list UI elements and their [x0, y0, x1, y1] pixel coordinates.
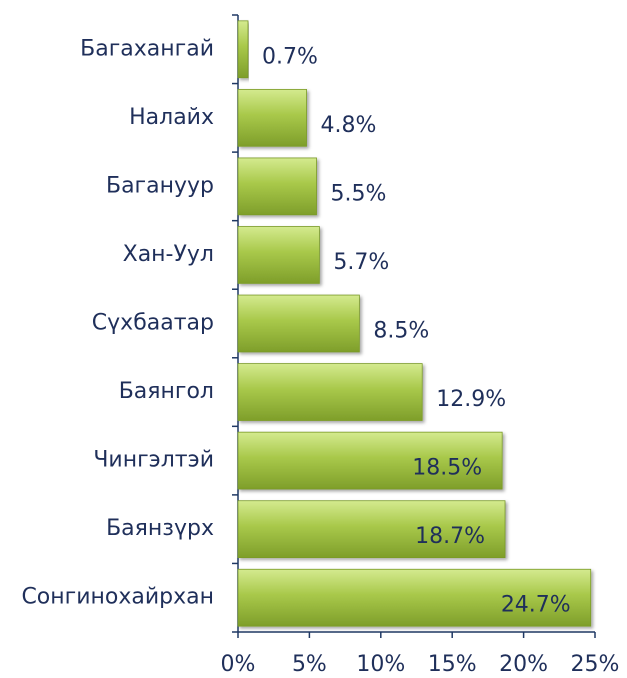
y-tick-label: Баянгол	[119, 379, 214, 404]
y-tick-label: Баянзүрх	[106, 516, 214, 541]
x-tick-label: 0%	[221, 652, 256, 677]
data-label: 18.5%	[412, 456, 482, 481]
data-label: 18.7%	[415, 524, 485, 549]
y-tick-label: Хан-Уул	[123, 242, 214, 267]
x-tick-label: 20%	[499, 652, 548, 677]
data-label: 24.7%	[501, 593, 571, 618]
bar	[237, 500, 506, 559]
y-tick-label: Багахангай	[80, 36, 214, 61]
x-tick-label: 15%	[428, 652, 477, 677]
y-tick-label: Сүхбаатар	[92, 311, 214, 336]
data-label: 5.7%	[333, 250, 389, 275]
bar	[237, 431, 503, 490]
data-label: 12.9%	[436, 387, 506, 412]
bar	[237, 226, 320, 284]
bar	[237, 568, 592, 627]
data-label: 8.5%	[373, 319, 429, 344]
y-tick-label: Налайх	[129, 105, 214, 130]
x-tick-label: 5%	[292, 652, 327, 677]
x-tick-label: 10%	[356, 652, 405, 677]
data-label: 0.7%	[262, 44, 318, 69]
bar	[237, 363, 423, 421]
data-label: 5.5%	[331, 181, 387, 206]
data-label: 4.8%	[321, 113, 377, 138]
bar	[237, 20, 249, 79]
y-tick-label: Багануур	[106, 173, 214, 198]
y-tick-label: Сонгинохайрхан	[21, 585, 214, 610]
x-tick-label: 25%	[571, 652, 620, 677]
bar	[237, 294, 360, 353]
bar	[237, 88, 307, 147]
bar	[237, 157, 317, 216]
y-tick-label: Чингэлтэй	[93, 448, 214, 473]
